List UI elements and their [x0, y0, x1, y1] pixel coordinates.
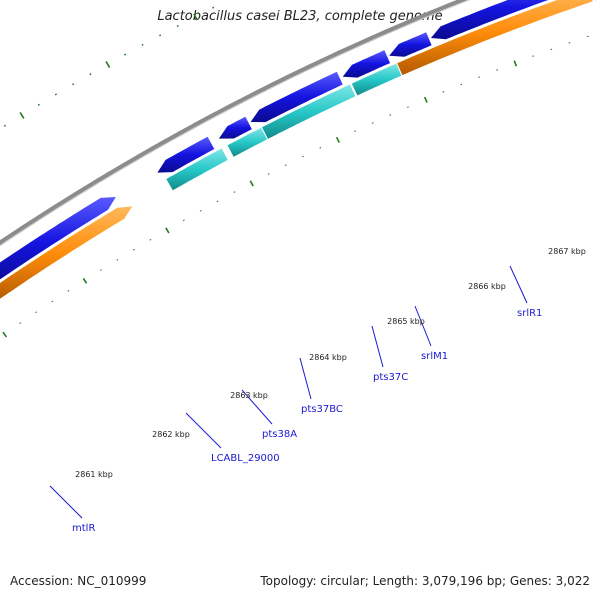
- scale-tick: [513, 60, 518, 67]
- gc-tick: [72, 83, 75, 86]
- kbp-label: 2866 kbp: [468, 282, 506, 291]
- cds-forward: [389, 32, 432, 57]
- label-leaders: [49, 265, 528, 519]
- gene-label: srlR1: [517, 308, 542, 319]
- cds-forward: [157, 136, 215, 173]
- gene-label: pts38A: [262, 429, 297, 440]
- scale-tick: [423, 96, 428, 103]
- cds-reverse: [397, 0, 593, 76]
- gc-tick: [37, 103, 40, 106]
- cds-forward: [342, 50, 391, 78]
- gene-label: srlM1: [421, 351, 448, 362]
- scale-tick: [132, 248, 135, 251]
- scale-tick: [335, 136, 340, 143]
- gc-tick: [159, 34, 162, 37]
- cds-reverse: [594, 0, 597, 1]
- cds-reverse: [227, 127, 267, 157]
- scale-tick: [100, 269, 102, 271]
- cds-forward: [0, 197, 116, 280]
- gc-tick: [141, 43, 144, 46]
- kbp-label: 2862 kbp: [152, 430, 190, 439]
- leader-line: [185, 412, 222, 449]
- topology-label: Topology: circular; Length: 3,079,196 bp…: [260, 574, 590, 588]
- gc-tick: [19, 112, 25, 119]
- cds-forward: [250, 71, 343, 123]
- scale-tick: [19, 322, 22, 324]
- gc-tick: [124, 53, 127, 56]
- gc-tick: [89, 73, 92, 76]
- leader-line: [299, 357, 312, 400]
- scale-tick: [149, 238, 152, 241]
- backbone-line: [0, 0, 471, 247]
- leader-line: [509, 265, 528, 304]
- gene-label: mtlR: [72, 523, 95, 534]
- kbp-label: 2864 kbp: [309, 353, 347, 362]
- gene-label: pts37C: [373, 372, 408, 383]
- kbp-label: 2867 kbp: [548, 247, 586, 256]
- scale-tick: [2, 331, 8, 338]
- cds-forward: [218, 116, 252, 139]
- backbone-ring: [0, 0, 471, 247]
- cds-reverse: [0, 206, 133, 299]
- cds-reverse: [262, 84, 356, 139]
- scale-tick: [165, 227, 170, 234]
- map-title: Lactobacillus casei BL23, complete genom…: [157, 9, 443, 24]
- feature-labels: 2861 kbp 2862 kbp 2863 kbp 2864 kbp 2865 kbp…: [72, 247, 586, 534]
- backbone-highlight: [0, 0, 471, 247]
- scale-tick: [67, 290, 70, 292]
- leader-line: [371, 325, 384, 368]
- leader-line: [241, 389, 273, 425]
- accession-label: Accession: NC_010999: [10, 574, 147, 588]
- cds-reverse: [351, 63, 402, 96]
- gene-label: LCABL_29000: [211, 453, 280, 464]
- feature-track: [0, 0, 597, 299]
- gc-content-ticks: [3, 6, 215, 127]
- scale-tick: [82, 277, 88, 284]
- scale-tick: [249, 180, 254, 187]
- gc-tick: [105, 61, 111, 68]
- gc-tick: [212, 6, 215, 9]
- gc-tick: [3, 124, 7, 127]
- kbp-label: 2863 kbp: [230, 391, 268, 400]
- scale-tick: [35, 311, 38, 314]
- cds-reverse: [166, 148, 228, 191]
- scale-tick: [116, 258, 119, 261]
- scale-ticks: [2, 35, 589, 338]
- kbp-label: 2865 kbp: [387, 317, 425, 326]
- cds-forward: [430, 0, 549, 40]
- gene-label: pts37BC: [301, 404, 343, 415]
- gc-tick: [54, 93, 58, 96]
- gc-tick: [193, 13, 198, 21]
- scale-tick: [51, 300, 54, 303]
- gc-tick: [176, 24, 179, 28]
- kbp-label: 2861 kbp: [75, 470, 113, 479]
- leader-line: [414, 305, 432, 347]
- leader-line: [49, 485, 83, 519]
